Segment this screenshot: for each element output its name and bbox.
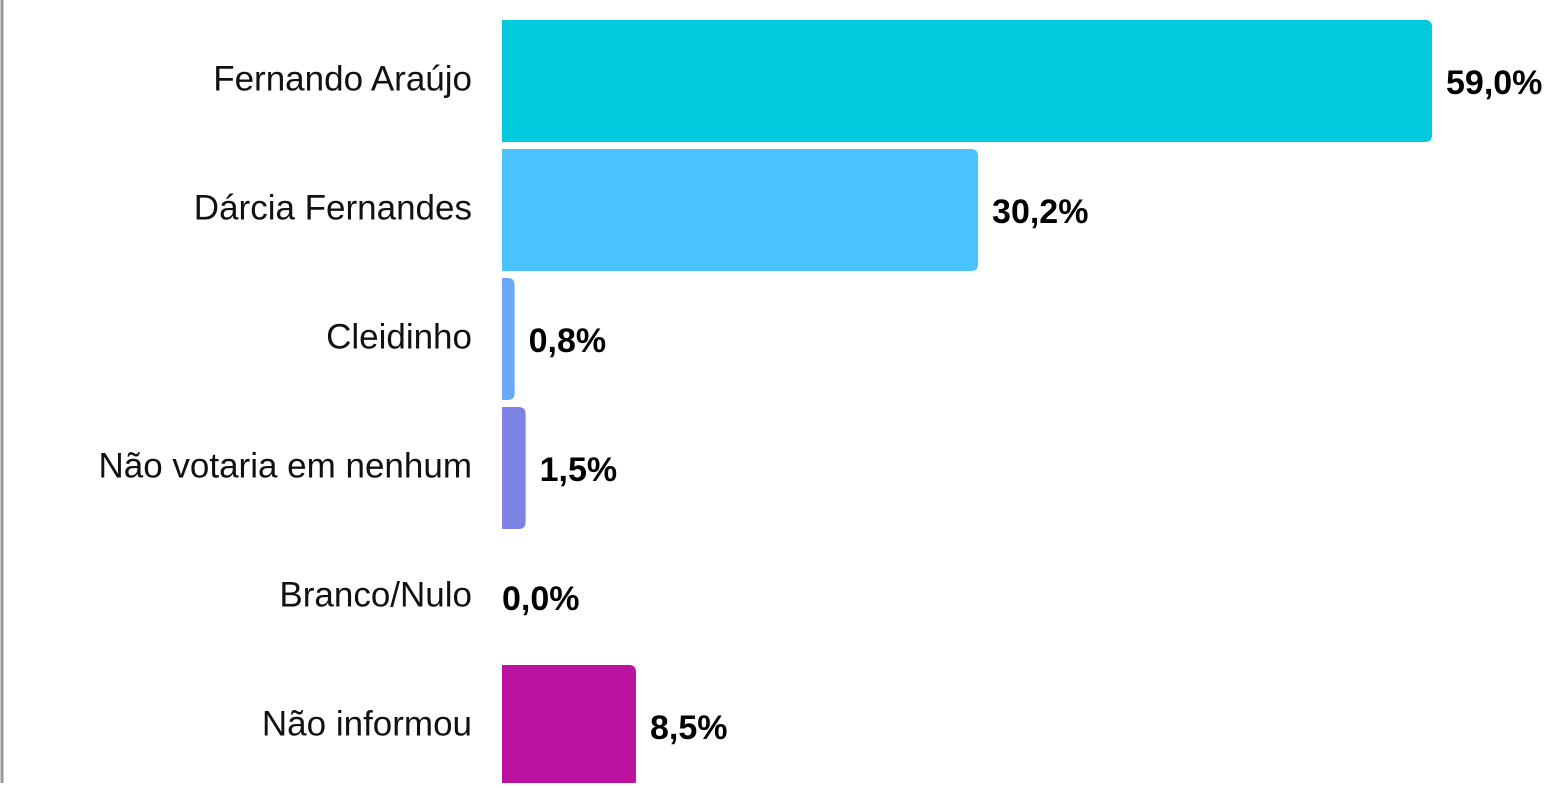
- bar: [502, 665, 636, 787]
- value-label: 8,5%: [650, 709, 728, 747]
- category-label: Cleidinho: [326, 317, 472, 356]
- category-label: Dárcia Fernandes: [194, 188, 472, 227]
- value-label: 0,0%: [502, 580, 580, 618]
- bar: [502, 278, 515, 400]
- value-label: 30,2%: [992, 193, 1088, 231]
- category-label: Branco/Nulo: [279, 575, 472, 614]
- value-label: 1,5%: [540, 451, 618, 489]
- bar: [502, 20, 1432, 142]
- bar: [502, 407, 526, 529]
- category-label: Não votaria em nenhum: [98, 446, 472, 485]
- category-label: Não informou: [262, 704, 472, 743]
- value-label: 59,0%: [1446, 64, 1542, 102]
- bar: [502, 149, 979, 271]
- value-label: 0,8%: [529, 322, 607, 360]
- category-label: Fernando Araújo: [213, 59, 472, 98]
